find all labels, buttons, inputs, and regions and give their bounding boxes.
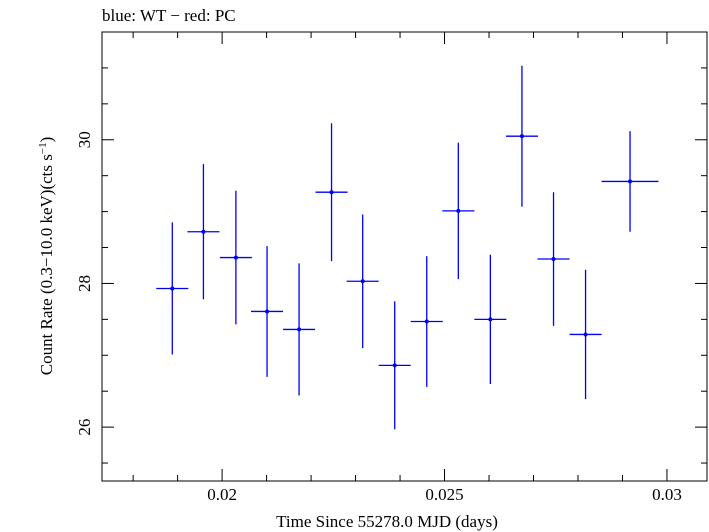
data-point [583,332,588,337]
x-tick-label: 0.025 [425,485,463,504]
axis-ticks: 0.02 0.025 0.03 26 28 30 [75,31,707,504]
data-point [329,190,334,195]
data-point [456,208,461,213]
y-tick-label: 30 [75,131,94,148]
data-point [233,255,238,260]
data-point [488,317,493,322]
data-point [297,327,302,332]
data-point [392,363,397,368]
data-point [519,134,524,139]
data-points [156,65,659,430]
data-point [424,319,429,324]
data-point [265,309,270,314]
chart-title: blue: WT − red: PC [102,6,236,25]
plot-frame [101,31,708,482]
x-tick-label: 0.02 [207,485,237,504]
data-point [628,179,633,184]
x-tick-label: 0.03 [652,485,682,504]
x-axis-label: Time Since 55278.0 MJD (days) [276,512,498,531]
y-tick-label: 26 [75,419,94,436]
data-point [360,279,365,284]
y-tick-label: 28 [75,275,94,292]
data-point [201,229,206,234]
data-point [170,286,175,291]
data-point [551,257,556,262]
y-axis-label: Count Rate (0.3−10.0 keV)(cts s−1) [37,137,56,376]
